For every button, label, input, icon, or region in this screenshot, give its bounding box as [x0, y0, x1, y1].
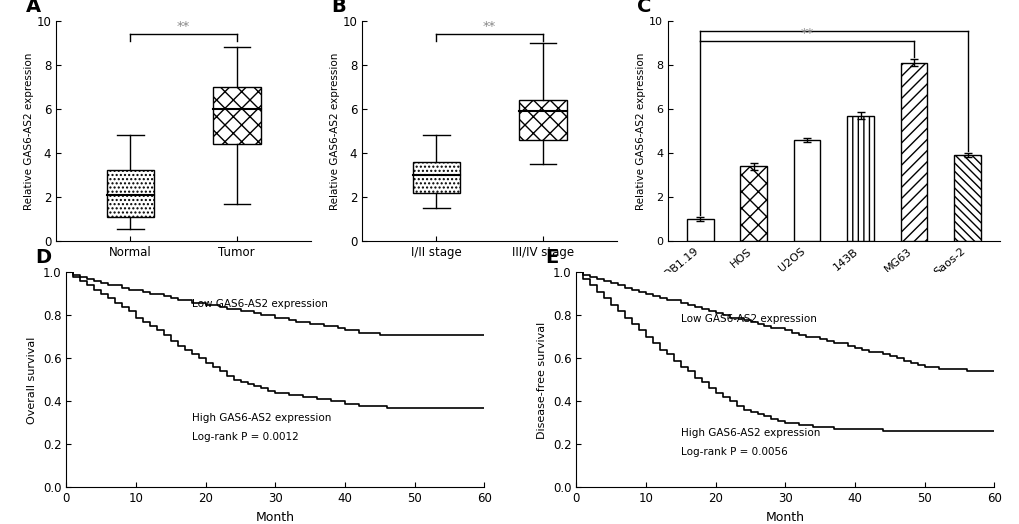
- Text: Low GAS6-AS2 expression: Low GAS6-AS2 expression: [681, 314, 816, 324]
- Text: Low GAS6-AS2 expression: Low GAS6-AS2 expression: [192, 299, 327, 309]
- X-axis label: Month: Month: [256, 511, 294, 523]
- Bar: [953, 155, 980, 241]
- Text: D: D: [36, 248, 52, 267]
- Bar: [900, 63, 926, 241]
- Text: E: E: [545, 248, 558, 267]
- Bar: [686, 219, 713, 241]
- Text: High GAS6-AS2 expression: High GAS6-AS2 expression: [192, 413, 331, 423]
- Text: **: **: [177, 20, 190, 33]
- Text: Log-rank P = 0.0056: Log-rank P = 0.0056: [681, 447, 787, 457]
- Y-axis label: Overall survival: Overall survival: [28, 336, 38, 423]
- Text: A: A: [25, 0, 41, 16]
- Y-axis label: Disease-free survival: Disease-free survival: [537, 321, 547, 439]
- Bar: [847, 116, 873, 241]
- Text: C: C: [637, 0, 651, 16]
- Text: High GAS6-AS2 expression: High GAS6-AS2 expression: [681, 428, 819, 438]
- Text: Log-rank P = 0.0012: Log-rank P = 0.0012: [192, 432, 299, 442]
- Y-axis label: Relative GAS6-AS2 expression: Relative GAS6-AS2 expression: [636, 52, 646, 210]
- Text: **: **: [483, 20, 495, 33]
- Bar: [740, 166, 766, 241]
- Bar: [213, 87, 261, 144]
- Y-axis label: Relative GAS6-AS2 expression: Relative GAS6-AS2 expression: [329, 52, 339, 210]
- Text: **: **: [800, 27, 813, 40]
- X-axis label: Month: Month: [765, 511, 804, 523]
- Bar: [519, 100, 567, 140]
- Bar: [106, 170, 154, 217]
- Bar: [793, 140, 819, 241]
- Y-axis label: Relative GAS6-AS2 expression: Relative GAS6-AS2 expression: [23, 52, 34, 210]
- Text: B: B: [331, 0, 345, 16]
- Bar: [412, 162, 460, 193]
